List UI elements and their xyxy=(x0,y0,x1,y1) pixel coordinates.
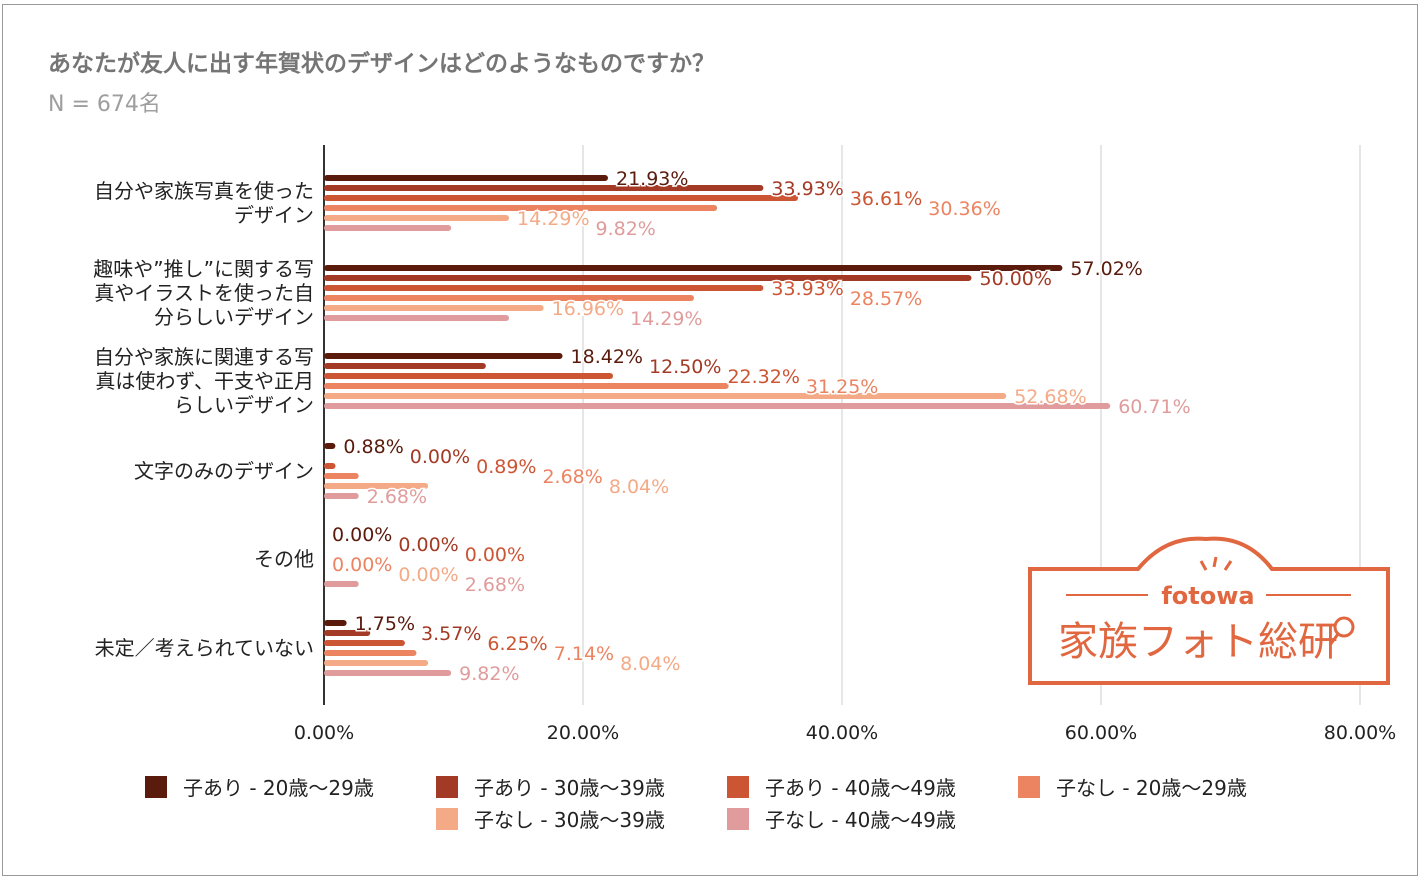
category-label: 未定／考えられていない xyxy=(94,636,314,660)
category-label: 趣味や”推し”に関する写 真やイラストを使った自 分らしいデザイン xyxy=(93,257,314,329)
category-label: 自分や家族写真を使った デザイン xyxy=(94,179,314,227)
legend-label: 子あり - 30歳〜39歳 xyxy=(474,776,665,800)
legend-swatch xyxy=(727,775,749,798)
legend-swatch xyxy=(436,807,458,830)
x-tick-label: 20.00% xyxy=(546,722,620,744)
chart-frame xyxy=(2,4,1418,876)
legend-item: 子なし - 20歳〜29歳 xyxy=(1018,772,1247,801)
legend-label: 子なし - 20歳〜29歳 xyxy=(1056,776,1247,800)
legend-label: 子なし - 40歳〜49歳 xyxy=(765,808,956,832)
legend-item: 子あり - 40歳〜49歳 xyxy=(727,772,956,801)
legend-item: 子あり - 30歳〜39歳 xyxy=(436,772,665,801)
legend-swatch xyxy=(436,775,458,798)
x-tick-label: 0.00% xyxy=(293,722,355,744)
legend-label: 子あり - 40歳〜49歳 xyxy=(765,776,956,800)
category-label: 文字のみのデザイン xyxy=(134,459,314,483)
legend-swatch xyxy=(1018,775,1040,798)
fotowa-logo: fotowa 家族フォト総研 xyxy=(1028,536,1390,685)
chart-subtitle: N = 674名 xyxy=(48,92,161,117)
logo-brand: fotowa xyxy=(1161,582,1254,610)
chart-title: あなたが友人に出す年賀状のデザインはどのようなものですか？ xyxy=(48,51,715,77)
logo-name: 家族フォト総研 xyxy=(1058,619,1338,665)
category-label: その他 xyxy=(254,547,314,571)
category-label: 自分や家族に関連する写 真は使わず、干支や正月 らしいデザイン xyxy=(94,345,314,417)
legend-label: 子あり - 20歳〜29歳 xyxy=(183,776,374,800)
x-tick-label: 40.00% xyxy=(805,722,879,744)
legend-item: 子あり - 20歳〜29歳 xyxy=(145,772,374,801)
x-tick-label: 80.00% xyxy=(1323,722,1397,744)
legend-swatch xyxy=(145,775,167,798)
legend-label: 子なし - 30歳〜39歳 xyxy=(474,808,665,832)
x-tick-label: 60.00% xyxy=(1064,722,1138,744)
legend-item: 子なし - 40歳〜49歳 xyxy=(727,804,956,833)
legend-item: 子なし - 30歳〜39歳 xyxy=(436,804,665,833)
legend-swatch xyxy=(727,807,749,830)
